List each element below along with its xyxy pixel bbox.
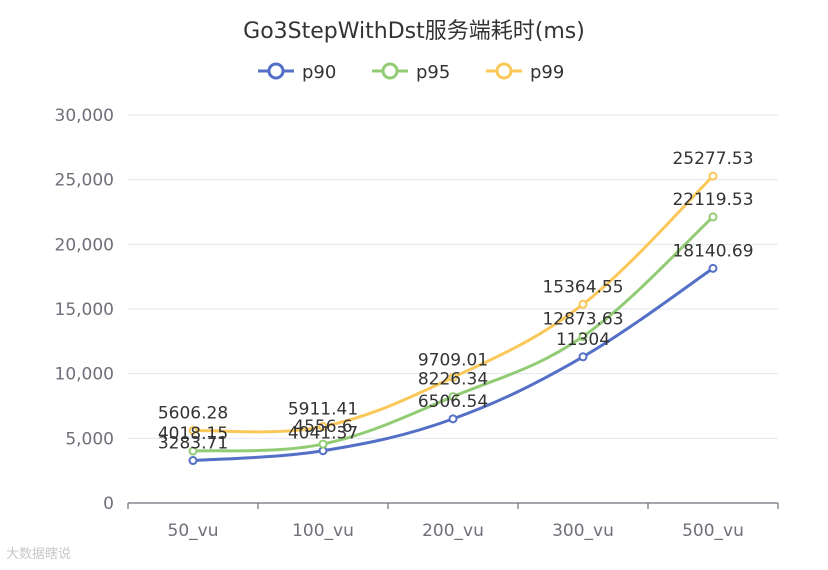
data-point-p99 [318, 422, 328, 432]
data-point-p95 [188, 446, 198, 456]
x-tick-label: 500_vu [682, 521, 744, 541]
series-line-p95 [192, 215, 715, 453]
data-label-p95: 4556.6 [293, 417, 352, 437]
legend-marker [495, 62, 513, 80]
data-label-p99: 15364.55 [542, 277, 623, 297]
data-label-p99: 5606.28 [158, 403, 228, 423]
y-axis: 0 5,000 10,000 15,000 20,000 25,000 30,000 [55, 106, 114, 514]
x-tick-label: 100_vu [292, 521, 354, 541]
data-label-p95: 4018.15 [158, 424, 228, 444]
data-point-p95 [318, 439, 328, 449]
data-label-p95: 22119.53 [672, 190, 753, 210]
data-point-p90 [578, 352, 588, 362]
data-label-p90: 18140.69 [672, 241, 753, 261]
data-label-p90: 11304 [556, 330, 610, 350]
y-tick-label: 10,000 [55, 365, 114, 385]
data-point-p99 [578, 299, 588, 309]
data-point-p99 [448, 372, 458, 382]
data-point-p95 [578, 332, 588, 342]
legend-marker [381, 62, 399, 80]
chart-title: Go3StepWithDst服务端耗时(ms) [243, 19, 585, 44]
legend-item-p99: p99 [486, 62, 564, 83]
data-point-p90 [448, 414, 458, 424]
legend-item-p95: p95 [372, 62, 450, 83]
legend-item-p90: p90 [258, 62, 336, 83]
series-group [188, 171, 718, 466]
y-tick-label: 30,000 [55, 106, 114, 126]
y-tick-label: 25,000 [55, 171, 114, 191]
y-tick-label: 5,000 [65, 429, 114, 449]
y-tick-label: 20,000 [55, 235, 114, 255]
data-point-p90 [708, 263, 718, 273]
legend: p90 p95 p99 [258, 62, 564, 83]
data-point-p95 [448, 392, 458, 402]
data-label-p90: 4041.37 [288, 424, 358, 444]
data-point-p99 [708, 171, 718, 181]
y-tick-label: 15,000 [55, 300, 114, 320]
data-label-p90: 3283.71 [158, 434, 228, 454]
data-label-p99: 9709.01 [418, 350, 488, 370]
x-tick-label: 50_vu [168, 521, 219, 541]
series-line-p99 [192, 175, 715, 434]
data-label-p95: 8226.34 [418, 370, 488, 390]
data-label-p90: 6506.54 [418, 392, 488, 412]
watermark: 大数据瞎说 [6, 547, 72, 562]
data-point-p99 [188, 425, 198, 435]
data-point-p95 [708, 212, 718, 222]
x-tick-label: 300_vu [552, 521, 614, 541]
data-labels: 3283.71 4041.37 6506.54 11304 18140.69 4018.1… [158, 149, 754, 453]
legend-label: p99 [530, 62, 564, 83]
x-tick-label: 200_vu [422, 521, 484, 541]
x-axis: 50_vu 100_vu 200_vu 300_vu 500_vu [127, 502, 779, 541]
legend-label: p95 [416, 62, 450, 83]
data-label-p95: 12873.63 [542, 310, 623, 330]
data-label-p99: 5911.41 [288, 400, 358, 420]
data-point-p90 [188, 456, 198, 466]
legend-label: p90 [302, 62, 336, 83]
legend-marker [267, 62, 285, 80]
y-tick-label: 0 [103, 494, 114, 514]
data-label-p99: 25277.53 [672, 149, 753, 169]
